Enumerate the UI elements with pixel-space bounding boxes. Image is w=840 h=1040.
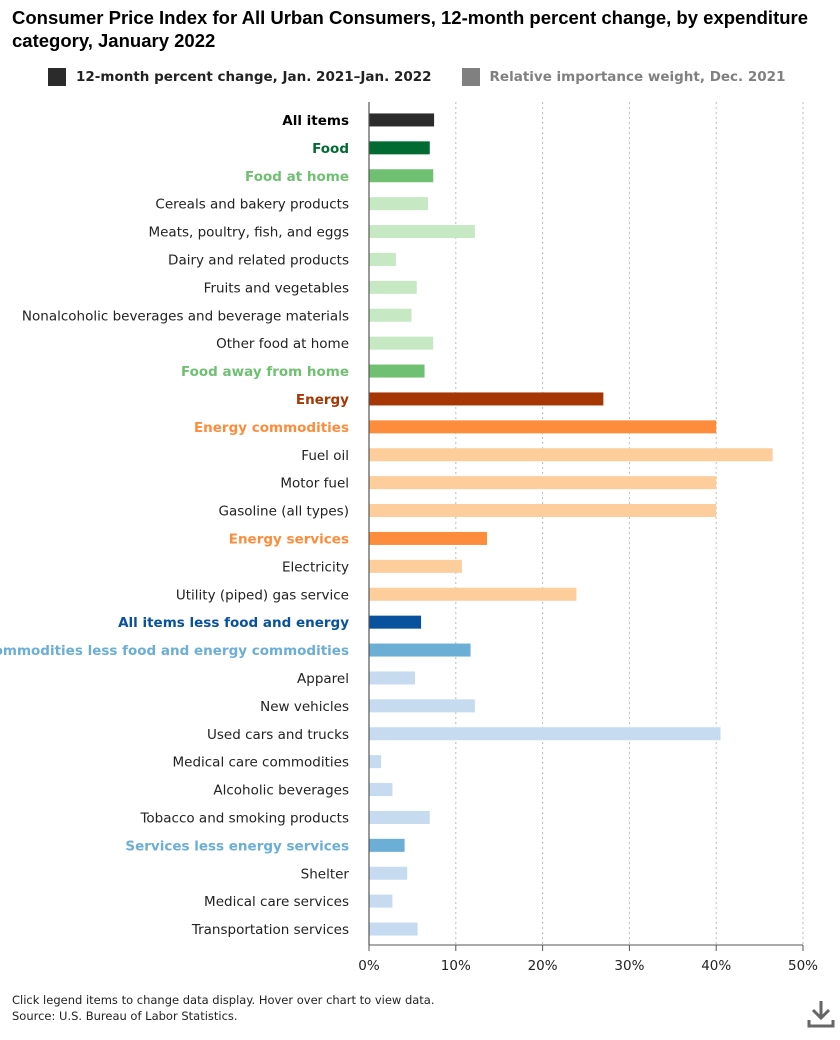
bar[interactable] (369, 727, 721, 741)
bar[interactable] (369, 587, 577, 601)
bar[interactable] (369, 643, 471, 657)
bar[interactable] (369, 225, 475, 239)
bar[interactable] (369, 922, 418, 936)
category-label: Fuel oil (301, 448, 349, 464)
chart-title: Consumer Price Index for All Urban Consu… (12, 7, 809, 51)
x-tick-label: 50% (788, 958, 818, 974)
bar[interactable] (369, 476, 717, 490)
bar[interactable] (369, 364, 425, 378)
bar[interactable] (369, 280, 417, 294)
category-label: Services less energy services (125, 838, 349, 854)
category-label: Electricity (282, 559, 349, 575)
bar[interactable] (369, 113, 435, 127)
legend-item-importance-weight[interactable]: Relative importance weight, Dec. 2021 (461, 68, 786, 86)
legend: 12-month percent change, Jan. 2021–Jan. … (48, 66, 815, 88)
bar[interactable] (369, 531, 488, 545)
category-label: All items less food and energy (118, 615, 349, 631)
category-label: All items (282, 113, 349, 129)
category-label: Energy services (229, 531, 349, 547)
category-label: Transportation services (191, 922, 349, 938)
x-tick-label: 0% (358, 958, 380, 974)
category-label: Alcoholic beverages (213, 783, 349, 799)
category-label: Dairy and related products (168, 252, 349, 268)
category-label: Meats, poultry, fish, and eggs (148, 225, 349, 241)
category-label: Medical care services (204, 894, 349, 910)
category-label: Food at home (245, 169, 349, 185)
legend-swatch-importance-weight (461, 68, 480, 86)
x-tick-label: 10% (441, 958, 471, 974)
bar[interactable] (369, 894, 393, 908)
x-tick-label: 30% (614, 958, 644, 974)
category-label: Medical care commodities (172, 755, 349, 771)
category-label: Food (312, 141, 349, 157)
bar[interactable] (369, 336, 434, 350)
category-label: Cereals and bakery products (155, 197, 349, 213)
bar[interactable] (369, 559, 462, 573)
category-label: Utility (piped) gas service (176, 587, 349, 603)
legend-swatch-percent-change (48, 68, 66, 86)
category-label: Gasoline (all types) (219, 504, 349, 520)
source-note: Source: U.S. Bureau of Labor Statistics. (12, 1009, 238, 1023)
footer: Click legend items to change data displa… (12, 992, 435, 1024)
category-label: Energy commodities (194, 420, 349, 436)
bar[interactable] (369, 252, 396, 266)
bar[interactable] (369, 420, 717, 434)
download-icon[interactable] (806, 998, 836, 1030)
bar[interactable] (369, 699, 475, 713)
bar[interactable] (369, 392, 604, 406)
bar[interactable] (369, 504, 717, 518)
category-label: Used cars and trucks (207, 727, 349, 743)
category-label: Motor fuel (280, 476, 349, 492)
bar[interactable] (369, 197, 429, 211)
bar[interactable] (369, 866, 408, 880)
footer-note: Click legend items to change data displa… (12, 993, 435, 1007)
category-label: New vehicles (260, 699, 349, 715)
bar[interactable] (369, 755, 382, 769)
legend-item-percent-change[interactable]: 12-month percent change, Jan. 2021–Jan. … (48, 68, 432, 86)
legend-label-percent-change: 12-month percent change, Jan. 2021–Jan. … (76, 69, 432, 85)
x-tick-label: 40% (701, 958, 731, 974)
category-label: Apparel (297, 671, 349, 687)
bar[interactable] (369, 783, 393, 797)
bar[interactable] (369, 838, 405, 852)
bar[interactable] (369, 448, 773, 462)
category-label: Other food at home (216, 336, 349, 352)
bar[interactable] (369, 141, 430, 155)
category-label: Nonalcoholic beverages and beverage mate… (22, 308, 349, 324)
bar[interactable] (369, 671, 416, 685)
legend-label-importance-weight: Relative importance weight, Dec. 2021 (489, 69, 786, 85)
category-label: Commodities less food and energy commodi… (0, 643, 349, 659)
bar-chart[interactable]: All items Food Food at home Cereals and bak… (0, 100, 840, 980)
category-label: Shelter (301, 866, 350, 882)
bar[interactable] (369, 615, 422, 629)
category-label: Tobacco and smoking products (139, 810, 349, 826)
x-tick-label: 20% (528, 958, 558, 974)
bar[interactable] (369, 810, 430, 824)
category-label: Food away from home (181, 364, 349, 380)
bar[interactable] (369, 169, 434, 183)
category-label: Fruits and vegetables (204, 280, 349, 296)
category-label: Energy (296, 392, 349, 408)
bar[interactable] (369, 308, 412, 322)
